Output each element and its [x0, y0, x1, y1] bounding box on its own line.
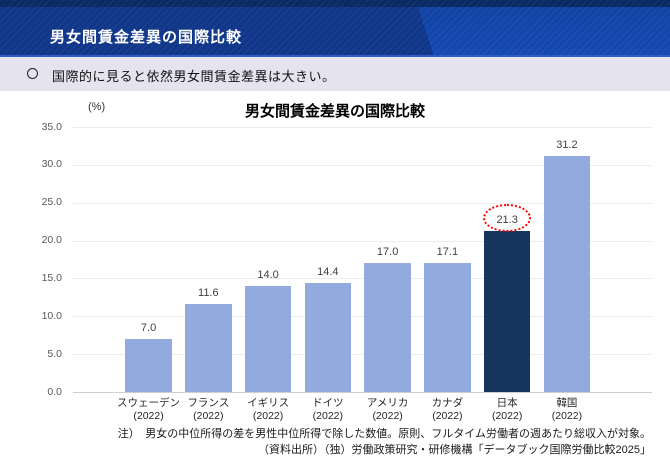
- chart-bar: [304, 282, 352, 392]
- y-axis-tick-label: 5.0: [47, 347, 62, 360]
- page-title: 男女間賃金差異の国際比較: [50, 29, 243, 46]
- category-name: 韓国: [556, 397, 578, 409]
- category-year: (2022): [491, 410, 523, 422]
- bar-value-label: 14.4: [317, 265, 339, 278]
- y-axis-unit-label: (%): [88, 101, 106, 113]
- category-year: (2022): [193, 410, 224, 422]
- gridline: [73, 164, 652, 166]
- category-name: ドイツ: [312, 397, 344, 409]
- bar-value-label: 31.2: [556, 138, 578, 151]
- category-name: スウェーデン: [117, 397, 181, 409]
- category-year: (2022): [372, 410, 403, 422]
- bar-value-label: 17.0: [376, 246, 399, 259]
- chart-title: 男女間賃金差異の国際比較: [244, 103, 425, 120]
- category-label: 韓国 (2022): [525, 397, 609, 423]
- category-name: アメリカ: [366, 397, 409, 409]
- x-axis-line: [73, 392, 652, 393]
- category-label: フランス (2022): [166, 397, 250, 423]
- footnotes: 注） 男女の中位所得の差を男性中位所得で除した数値。原則、フルタイム労働者の週あ…: [0, 426, 651, 458]
- y-axis-tick-label: 20.0: [41, 234, 62, 247]
- y-axis-tick-label: 10.0: [41, 309, 62, 322]
- category-label: イギリス (2022): [226, 397, 310, 423]
- category-year: (2022): [252, 410, 284, 422]
- gridline: [73, 202, 652, 204]
- category-label: スウェーデン (2022): [107, 397, 191, 423]
- chart-bar: [483, 230, 531, 392]
- chart-bar: [125, 339, 172, 392]
- header-bottom-accent: [0, 55, 670, 57]
- circle-bullet-icon: [27, 68, 38, 79]
- bar-value-label: 17.1: [436, 245, 459, 258]
- header-texture: [0, 0, 670, 57]
- gridline: [73, 316, 652, 318]
- gridline: [73, 354, 652, 356]
- category-year: (2022): [551, 410, 583, 422]
- lead-statement-bar: 国際的に見ると依然男女間賃金差異は大きい。: [0, 57, 670, 91]
- gridline: [73, 127, 652, 128]
- gridline: [73, 240, 652, 242]
- category-label: カナダ (2022): [405, 397, 489, 423]
- y-axis-tick-label: 25.0: [41, 196, 62, 209]
- header-top-strip: [0, 0, 670, 7]
- chart-bar: [244, 286, 292, 392]
- lead-statement: 国際的に見ると依然男女間賃金差異は大きい。: [52, 69, 336, 84]
- highlight-ellipse: [483, 203, 532, 232]
- category-name: フランス: [187, 397, 230, 409]
- bar-value-label: 11.6: [198, 287, 219, 300]
- category-year: (2022): [312, 410, 344, 422]
- category-name: イギリス: [247, 397, 290, 409]
- gridline: [73, 278, 652, 280]
- y-axis-tick-label: 0.0: [47, 385, 62, 398]
- source-text: （資料出所）（独）労働政策研究・研修機構「データブック国際労働比較2025」: [258, 444, 651, 456]
- y-axis-tick-label: 15.0: [41, 271, 62, 284]
- bar-value-label: 14.0: [257, 269, 279, 281]
- bar-value-label: 7.0: [140, 322, 157, 334]
- chart-bar: [424, 262, 471, 392]
- category-name: カナダ: [431, 397, 464, 409]
- chart-bar: [543, 155, 591, 392]
- y-axis-tick-label: 30.0: [41, 158, 62, 171]
- y-axis-tick-label: 35.0: [41, 120, 62, 133]
- category-label: アメリカ (2022): [346, 397, 430, 423]
- footnote-text: 注） 男女の中位所得の差を男性中位所得で除した数値。原則、フルタイム労働者の週あ…: [117, 428, 651, 440]
- category-name: 日本: [496, 397, 518, 409]
- category-label: 日本 (2022): [465, 397, 549, 423]
- header-accent-diagonal: [418, 7, 670, 57]
- category-year: (2022): [133, 410, 164, 422]
- chart-bar: [364, 263, 411, 392]
- chart-bar: [185, 304, 232, 392]
- category-label: ドイツ (2022): [286, 397, 370, 423]
- category-year: (2022): [432, 410, 463, 422]
- header-bar: 男女間賃金差異の国際比較: [0, 0, 670, 57]
